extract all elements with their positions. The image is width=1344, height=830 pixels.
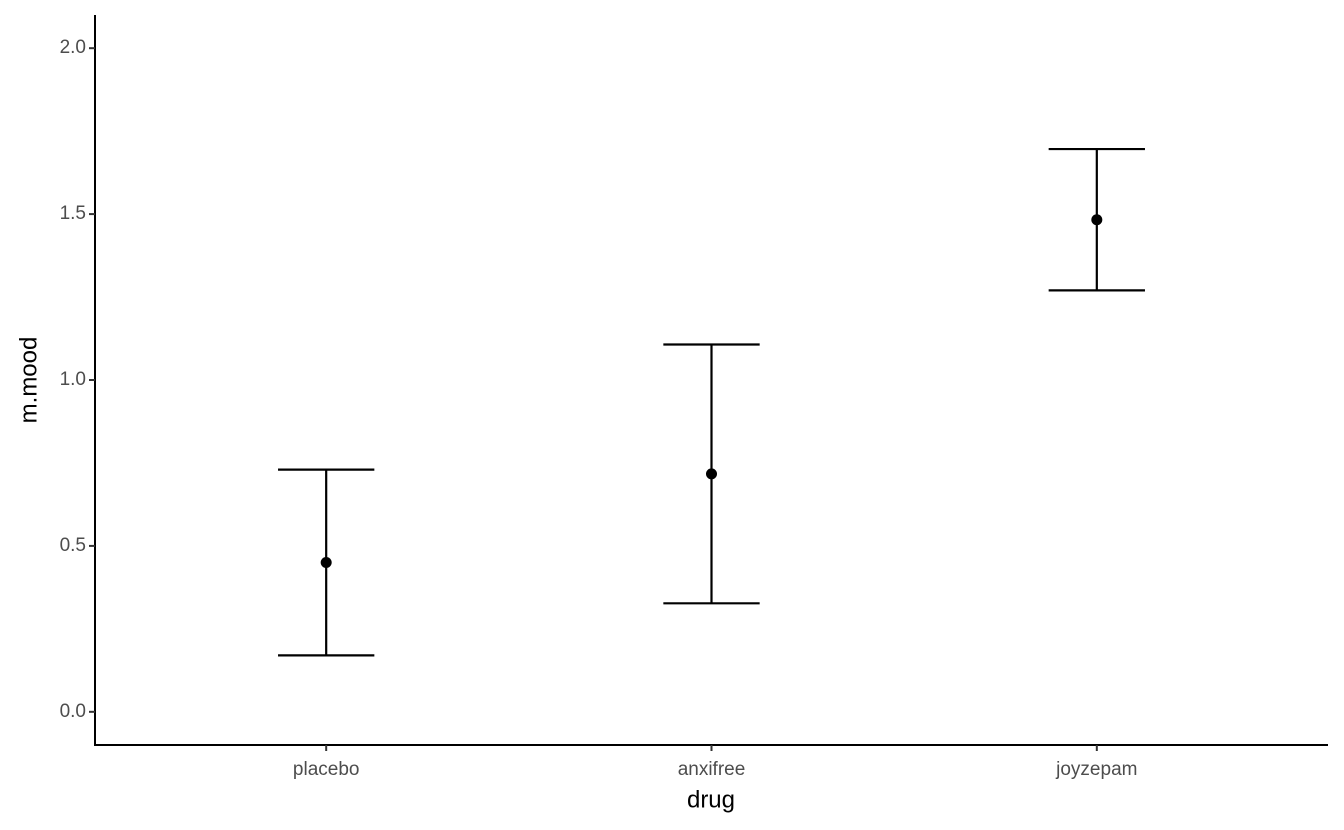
y-tick-label: 1.5 (60, 203, 86, 224)
y-tick-label: 0.0 (60, 701, 86, 722)
point (320, 557, 332, 568)
y-axis-title: m.mood (15, 337, 42, 424)
x-axis-title: drug (687, 786, 735, 813)
point (706, 468, 717, 480)
y-tick-label: 0.5 (60, 535, 86, 556)
x-tick-label: anxifree (678, 759, 746, 780)
y-tick-label: 2.0 (60, 37, 86, 58)
y-tick-label: 1.0 (60, 369, 86, 390)
x-tick-label: placebo (293, 759, 360, 780)
x-tick-label: joyzepam (1055, 759, 1137, 780)
point (1091, 214, 1103, 226)
